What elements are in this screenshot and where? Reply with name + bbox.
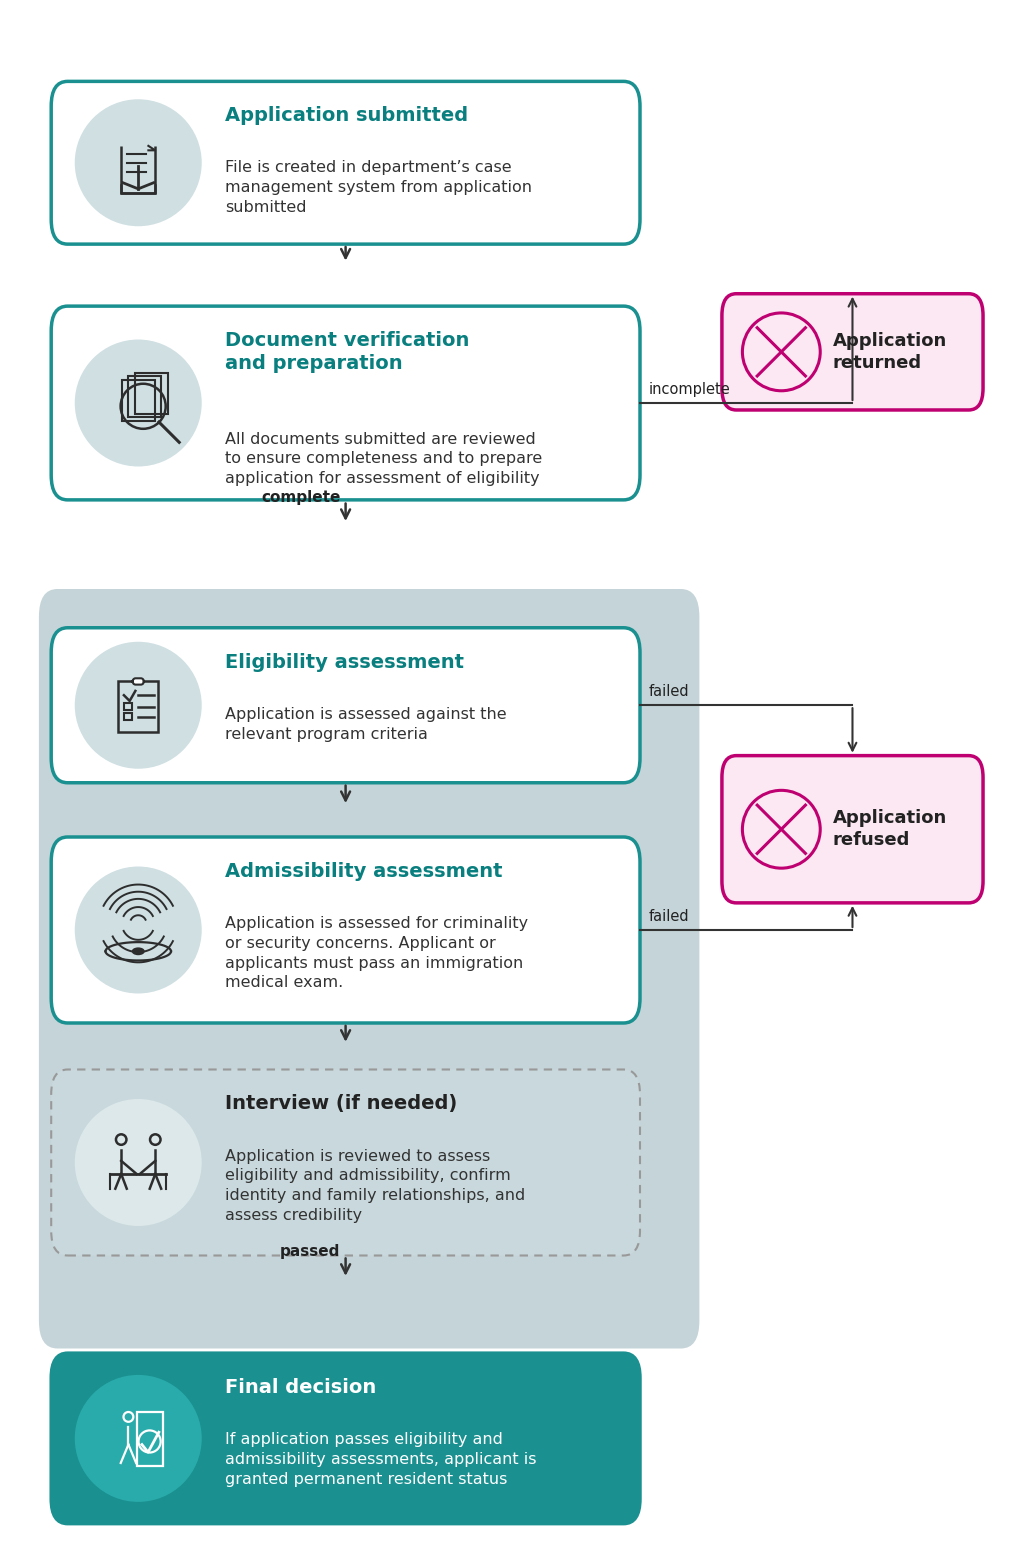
Text: passed: passed [281,1245,340,1259]
Text: File is created in department’s case
management system from application
submitte: File is created in department’s case man… [225,160,532,215]
Ellipse shape [75,866,202,994]
Ellipse shape [75,1099,202,1226]
FancyBboxPatch shape [39,589,699,1348]
FancyBboxPatch shape [51,1353,640,1524]
Text: If application passes eligibility and
admissibility assessments, applicant is
gr: If application passes eligibility and ad… [225,1432,537,1486]
Text: Application submitted: Application submitted [225,105,468,126]
Text: Final decision: Final decision [225,1378,377,1397]
Text: Application is assessed for criminality
or security concerns. Applicant or
appli: Application is assessed for criminality … [225,916,528,990]
Bar [124,713,132,721]
Ellipse shape [75,99,202,226]
Text: complete: complete [261,490,340,505]
Text: Application
returned: Application returned [833,332,947,372]
Text: Application is reviewed to assess
eligibility and admissibility, confirm
identit: Application is reviewed to assess eligib… [225,1149,525,1223]
FancyBboxPatch shape [51,628,640,783]
Text: failed: failed [648,908,689,924]
Text: Interview (if needed): Interview (if needed) [225,1094,458,1113]
Ellipse shape [132,947,144,955]
Text: Admissibility assessment: Admissibility assessment [225,862,503,880]
Bar [124,704,132,710]
Text: incomplete: incomplete [648,381,730,397]
Text: All documents submitted are reviewed
to ensure completeness and to prepare
appli: All documents submitted are reviewed to … [225,432,543,487]
Text: Application
refused: Application refused [833,809,947,849]
Text: Document verification
and preparation: Document verification and preparation [225,332,470,372]
Text: Eligibility assessment: Eligibility assessment [225,653,464,671]
FancyBboxPatch shape [51,1070,640,1256]
Ellipse shape [75,339,202,467]
FancyBboxPatch shape [51,837,640,1023]
Text: Application is assessed against the
relevant program criteria: Application is assessed against the rele… [225,707,507,741]
FancyBboxPatch shape [51,81,640,243]
FancyBboxPatch shape [722,293,983,409]
Ellipse shape [75,642,202,769]
Text: failed: failed [648,684,689,699]
FancyBboxPatch shape [51,307,640,499]
FancyBboxPatch shape [722,755,983,902]
FancyBboxPatch shape [132,679,144,685]
Ellipse shape [75,1375,202,1502]
